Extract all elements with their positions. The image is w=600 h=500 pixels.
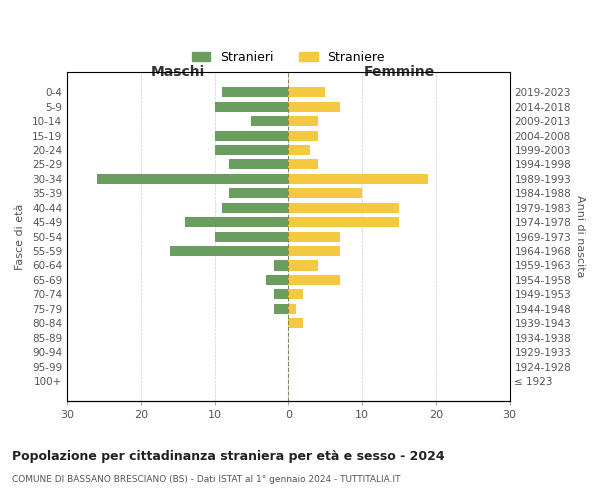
Bar <box>288 130 318 140</box>
Bar <box>170 246 288 256</box>
Bar <box>288 232 340 241</box>
Bar <box>288 145 310 155</box>
Bar <box>288 102 340 112</box>
Y-axis label: Fasce di età: Fasce di età <box>15 204 25 270</box>
Bar <box>288 116 318 126</box>
Text: Maschi: Maschi <box>151 66 205 80</box>
Bar <box>288 87 325 98</box>
Bar <box>215 145 288 155</box>
Bar <box>215 102 288 112</box>
Bar <box>288 318 303 328</box>
Bar <box>229 188 288 198</box>
Bar <box>288 217 399 227</box>
Bar <box>288 160 318 170</box>
Bar <box>97 174 288 184</box>
Bar <box>288 202 399 213</box>
Bar <box>288 290 303 300</box>
Bar <box>229 160 288 170</box>
Bar <box>288 174 428 184</box>
Bar <box>215 232 288 241</box>
Text: Popolazione per cittadinanza straniera per età e sesso - 2024: Popolazione per cittadinanza straniera p… <box>12 450 445 463</box>
Legend: Stranieri, Straniere: Stranieri, Straniere <box>187 46 390 68</box>
Text: COMUNE DI BASSANO BRESCIANO (BS) - Dati ISTAT al 1° gennaio 2024 - TUTTITALIA.IT: COMUNE DI BASSANO BRESCIANO (BS) - Dati … <box>12 475 401 484</box>
Bar <box>185 217 288 227</box>
Text: Femmine: Femmine <box>363 66 434 80</box>
Bar <box>288 275 340 285</box>
Bar <box>274 260 288 270</box>
Bar <box>222 87 288 98</box>
Y-axis label: Anni di nascita: Anni di nascita <box>575 196 585 278</box>
Bar <box>251 116 288 126</box>
Bar <box>215 130 288 140</box>
Bar <box>266 275 288 285</box>
Bar <box>288 260 318 270</box>
Bar <box>288 246 340 256</box>
Bar <box>288 304 296 314</box>
Bar <box>222 202 288 213</box>
Bar <box>274 290 288 300</box>
Bar <box>274 304 288 314</box>
Bar <box>288 188 362 198</box>
